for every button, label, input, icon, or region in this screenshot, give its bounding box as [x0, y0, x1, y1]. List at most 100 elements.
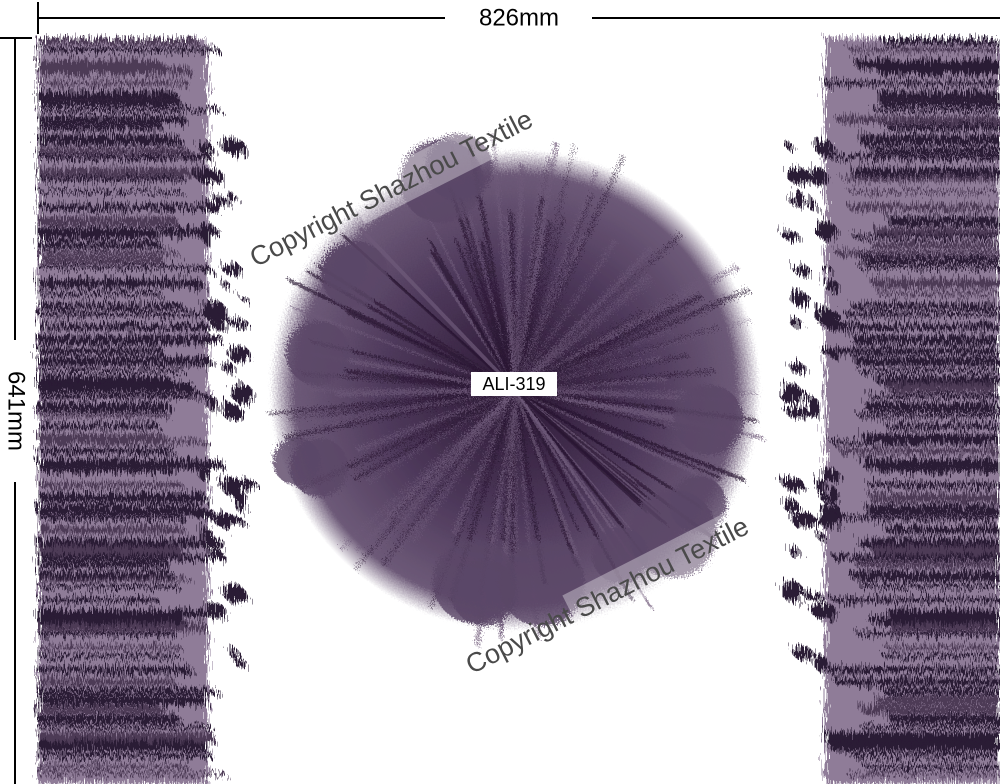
stripe	[38, 666, 195, 674]
ray	[387, 389, 516, 517]
stripe	[38, 116, 187, 124]
ray	[420, 201, 516, 391]
stripe	[870, 493, 1000, 503]
stripe	[38, 741, 207, 751]
ray	[514, 239, 617, 391]
stripe	[886, 124, 1000, 131]
stripe	[38, 135, 181, 145]
stripe	[872, 545, 1000, 556]
stripe	[876, 292, 1000, 296]
dot	[222, 263, 243, 276]
dot	[805, 396, 819, 411]
dot	[813, 654, 828, 672]
dot	[205, 603, 227, 618]
dot	[828, 486, 839, 504]
dot	[823, 511, 840, 530]
ray	[514, 388, 665, 428]
ray	[491, 133, 517, 391]
stripe	[832, 515, 1000, 520]
watermark-band	[346, 97, 543, 225]
ray	[452, 389, 517, 535]
dot	[785, 407, 811, 418]
stripe	[38, 292, 163, 296]
stripe	[851, 167, 1000, 177]
height-label: 641mm	[3, 371, 30, 451]
stripe	[883, 525, 1000, 534]
burst-lobe	[673, 384, 744, 456]
stripe	[38, 571, 174, 579]
stripe	[880, 468, 1000, 473]
stripe	[879, 99, 1000, 107]
stripe	[38, 376, 170, 385]
dot	[789, 546, 802, 559]
stripe	[38, 99, 182, 107]
ray	[284, 388, 516, 440]
stripe	[38, 515, 186, 520]
stripe	[38, 696, 207, 705]
dot	[792, 646, 814, 660]
dot	[208, 548, 223, 557]
dot	[212, 196, 230, 208]
stripe	[856, 561, 1000, 568]
stripe	[849, 753, 1000, 758]
stripe	[38, 597, 159, 603]
dot	[225, 193, 237, 201]
stripe	[859, 725, 1000, 729]
burst-lobe	[425, 133, 493, 202]
ray	[339, 389, 516, 551]
dot	[231, 384, 254, 404]
stripe	[38, 147, 189, 155]
stripe	[861, 434, 1000, 444]
ray	[513, 388, 663, 523]
stripe	[38, 234, 160, 239]
stripe	[831, 597, 1000, 603]
dot	[810, 602, 837, 619]
stripe	[38, 60, 164, 68]
stripe	[38, 167, 203, 177]
stripe	[829, 741, 1000, 751]
stripe	[875, 376, 1000, 385]
stripe	[38, 539, 223, 548]
dot	[195, 168, 216, 184]
stripe	[38, 413, 170, 418]
ray	[514, 389, 746, 480]
stripe	[865, 402, 1000, 412]
ray	[513, 163, 524, 391]
stripe	[38, 482, 183, 488]
stripe	[38, 732, 214, 743]
stripe	[859, 584, 1000, 589]
stripe	[873, 108, 1000, 112]
stripe	[38, 250, 179, 256]
stripe	[846, 772, 1000, 776]
ray	[513, 220, 552, 391]
dot	[830, 350, 839, 358]
stripe	[38, 468, 173, 473]
stripe	[843, 312, 1000, 317]
dot	[824, 280, 841, 293]
dot	[793, 265, 812, 277]
stripe	[878, 91, 1000, 100]
stripe	[887, 715, 1000, 724]
dot	[782, 230, 800, 242]
stripe	[823, 81, 1000, 86]
dot	[816, 531, 825, 541]
stripe	[38, 525, 185, 534]
dot	[213, 169, 225, 185]
burst-lobe	[592, 527, 649, 584]
watermark-band	[562, 504, 759, 632]
ray	[514, 155, 626, 391]
stripe	[830, 440, 1000, 445]
dot	[814, 221, 838, 240]
stripe	[888, 609, 1000, 617]
left-band	[38, 38, 258, 784]
stripe	[38, 623, 208, 632]
stripe	[38, 357, 213, 366]
stripe	[881, 38, 1000, 45]
stripe	[829, 155, 1000, 160]
stripe	[38, 204, 220, 211]
stripe	[38, 753, 214, 758]
ray	[514, 388, 721, 479]
stripe	[38, 632, 176, 636]
stripe	[863, 764, 1000, 769]
stripe	[873, 228, 1000, 236]
